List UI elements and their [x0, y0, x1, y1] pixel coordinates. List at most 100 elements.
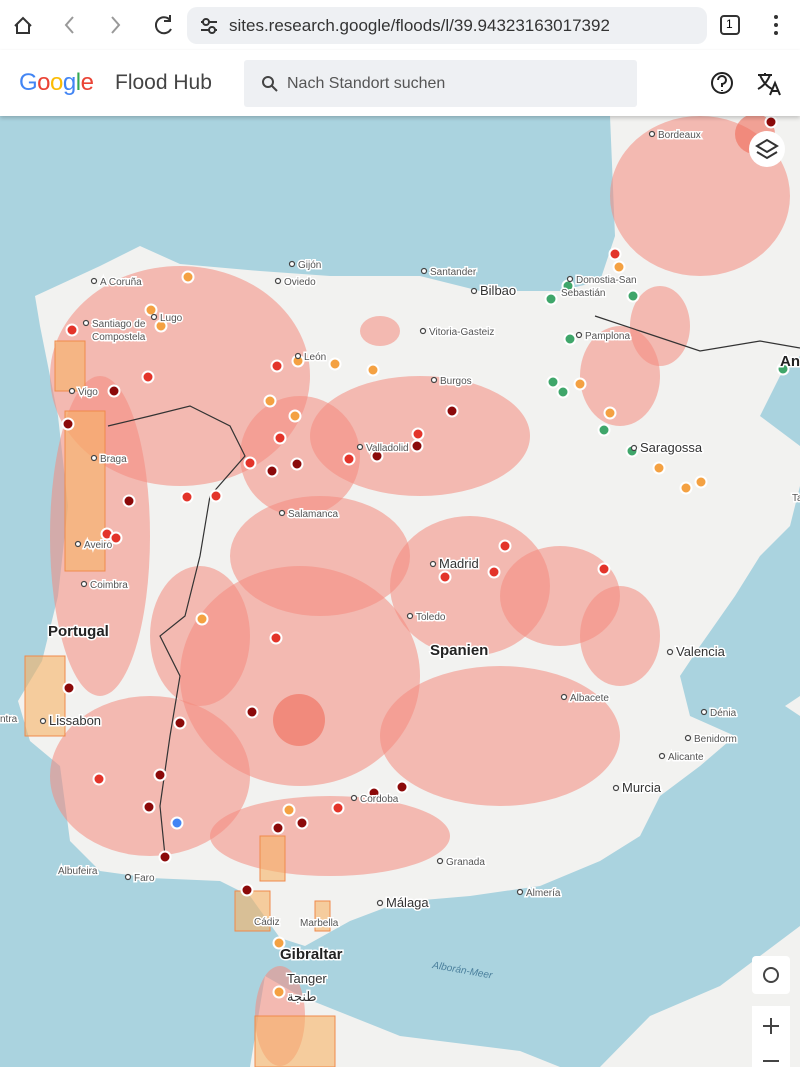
- gauge-marker: [92, 772, 106, 786]
- city-dot: [294, 352, 302, 360]
- place-label: Braga: [100, 454, 127, 465]
- gauge-marker: [109, 531, 123, 545]
- gauge-marker: [195, 612, 209, 626]
- place-label: Aveiro: [84, 540, 113, 551]
- city-dot: [470, 287, 478, 295]
- gauge-marker: [153, 768, 167, 782]
- place-label: Albacete: [570, 693, 609, 704]
- gauge-marker: [367, 786, 381, 800]
- place-label: طنجة: [287, 989, 317, 1004]
- city-dot: [82, 319, 90, 327]
- place-label: A Coruña: [100, 277, 142, 288]
- gauge-marker: [243, 456, 257, 470]
- gauge-marker: [295, 816, 309, 830]
- land-africa-east: [600, 926, 800, 1067]
- border-pt-es: [107, 405, 246, 857]
- back-button[interactable]: [64, 16, 74, 34]
- gauge-marker: [282, 803, 296, 817]
- locate-button[interactable]: [752, 956, 790, 994]
- city-dot: [429, 560, 437, 568]
- logo-letter: o: [50, 69, 63, 96]
- place-label: Gijón: [298, 260, 321, 271]
- place-label: Coimbra: [90, 580, 128, 591]
- browser-toolbar: 1 sites.research.google/floods/l/39.9432…: [0, 0, 800, 50]
- gauge-marker: [65, 323, 79, 337]
- city-dot: [436, 857, 444, 865]
- city-dot: [288, 260, 296, 268]
- gauge-marker: [487, 565, 501, 579]
- place-label: Bordeaux: [658, 130, 701, 141]
- gauge-marker: [764, 116, 778, 129]
- city-dot: [630, 444, 638, 452]
- gauge-marker: [271, 821, 285, 835]
- place-label: Dénia: [710, 708, 737, 719]
- layers-button[interactable]: [749, 131, 785, 167]
- header-icons: [711, 72, 781, 96]
- logo-letter: g: [62, 69, 76, 96]
- place-label: Alicante: [668, 752, 704, 763]
- place-label: Lugo: [160, 313, 183, 324]
- gauge-marker: [445, 404, 459, 418]
- gauge-marker: [144, 303, 158, 317]
- gauge-marker: [270, 359, 284, 373]
- gauge-marker: [546, 375, 560, 389]
- place-label: Benidorm: [694, 734, 737, 745]
- site-settings-icon[interactable]: [199, 16, 219, 36]
- gauge-marker: [597, 423, 611, 437]
- gauge-marker: [170, 816, 184, 830]
- gauge-marker: [263, 394, 277, 408]
- city-dot: [74, 540, 82, 548]
- gauge-marker: [272, 936, 286, 950]
- help-glyph: [717, 75, 727, 91]
- help-button[interactable]: [711, 72, 733, 94]
- gauge-marker: [331, 801, 345, 815]
- place-label: Santander: [430, 267, 477, 278]
- flood-hotspot[interactable]: [273, 694, 325, 746]
- city-dot: [658, 752, 666, 760]
- address-bar[interactable]: sites.research.google/floods/l/39.943231…: [187, 7, 707, 44]
- translate-button[interactable]: [757, 73, 781, 96]
- forward-button[interactable]: [111, 16, 121, 34]
- place-label: Murcia: [622, 780, 662, 795]
- search-placeholder: Nach Standort suchen: [287, 75, 446, 92]
- place-label: Portugal: [48, 623, 109, 640]
- city-dot: [420, 267, 428, 275]
- gauge-marker: [342, 452, 356, 466]
- place-label: Saragossa: [640, 440, 703, 455]
- city-dot: [560, 693, 568, 701]
- reload-button[interactable]: [154, 15, 172, 35]
- gauge-marker: [273, 431, 287, 445]
- city-dot: [666, 648, 674, 656]
- place-label: Valladolid: [366, 443, 409, 454]
- url-text: sites.research.google/floods/l/39.943231…: [229, 16, 609, 35]
- google-logo[interactable]: Google: [19, 69, 94, 97]
- search-box[interactable]: Nach Standort suchen: [244, 60, 637, 107]
- gauge-marker: [410, 439, 424, 453]
- city-dot: [419, 327, 427, 335]
- menu-dot[interactable]: [774, 15, 778, 19]
- zoom-controls[interactable]: [752, 1006, 790, 1067]
- place-label: Vigo: [78, 387, 98, 398]
- gauge-marker: [626, 289, 640, 303]
- city-dot: [90, 454, 98, 462]
- place-label: León: [304, 352, 326, 363]
- layers-glyph: [755, 138, 779, 160]
- place-label: Faro: [134, 873, 155, 884]
- gauge-marker: [265, 464, 279, 478]
- city-dot: [150, 313, 158, 321]
- logo-letter: e: [80, 69, 94, 96]
- gauge-marker: [209, 489, 223, 503]
- city-dot: [516, 888, 524, 896]
- gauge-marker: [173, 716, 187, 730]
- place-label: Donostia-San: [576, 275, 637, 286]
- tab-switcher[interactable]: [720, 15, 740, 35]
- place-label: Albufeira: [58, 866, 98, 877]
- place-label: Santiago de: [92, 319, 146, 330]
- gauge-marker: [107, 384, 121, 398]
- home-button[interactable]: [14, 16, 32, 34]
- gauge-marker: [62, 681, 76, 695]
- tab-count: 1: [726, 17, 733, 31]
- city-dot: [350, 794, 358, 802]
- place-label: Cordoba: [360, 794, 399, 805]
- city-dot: [612, 784, 620, 792]
